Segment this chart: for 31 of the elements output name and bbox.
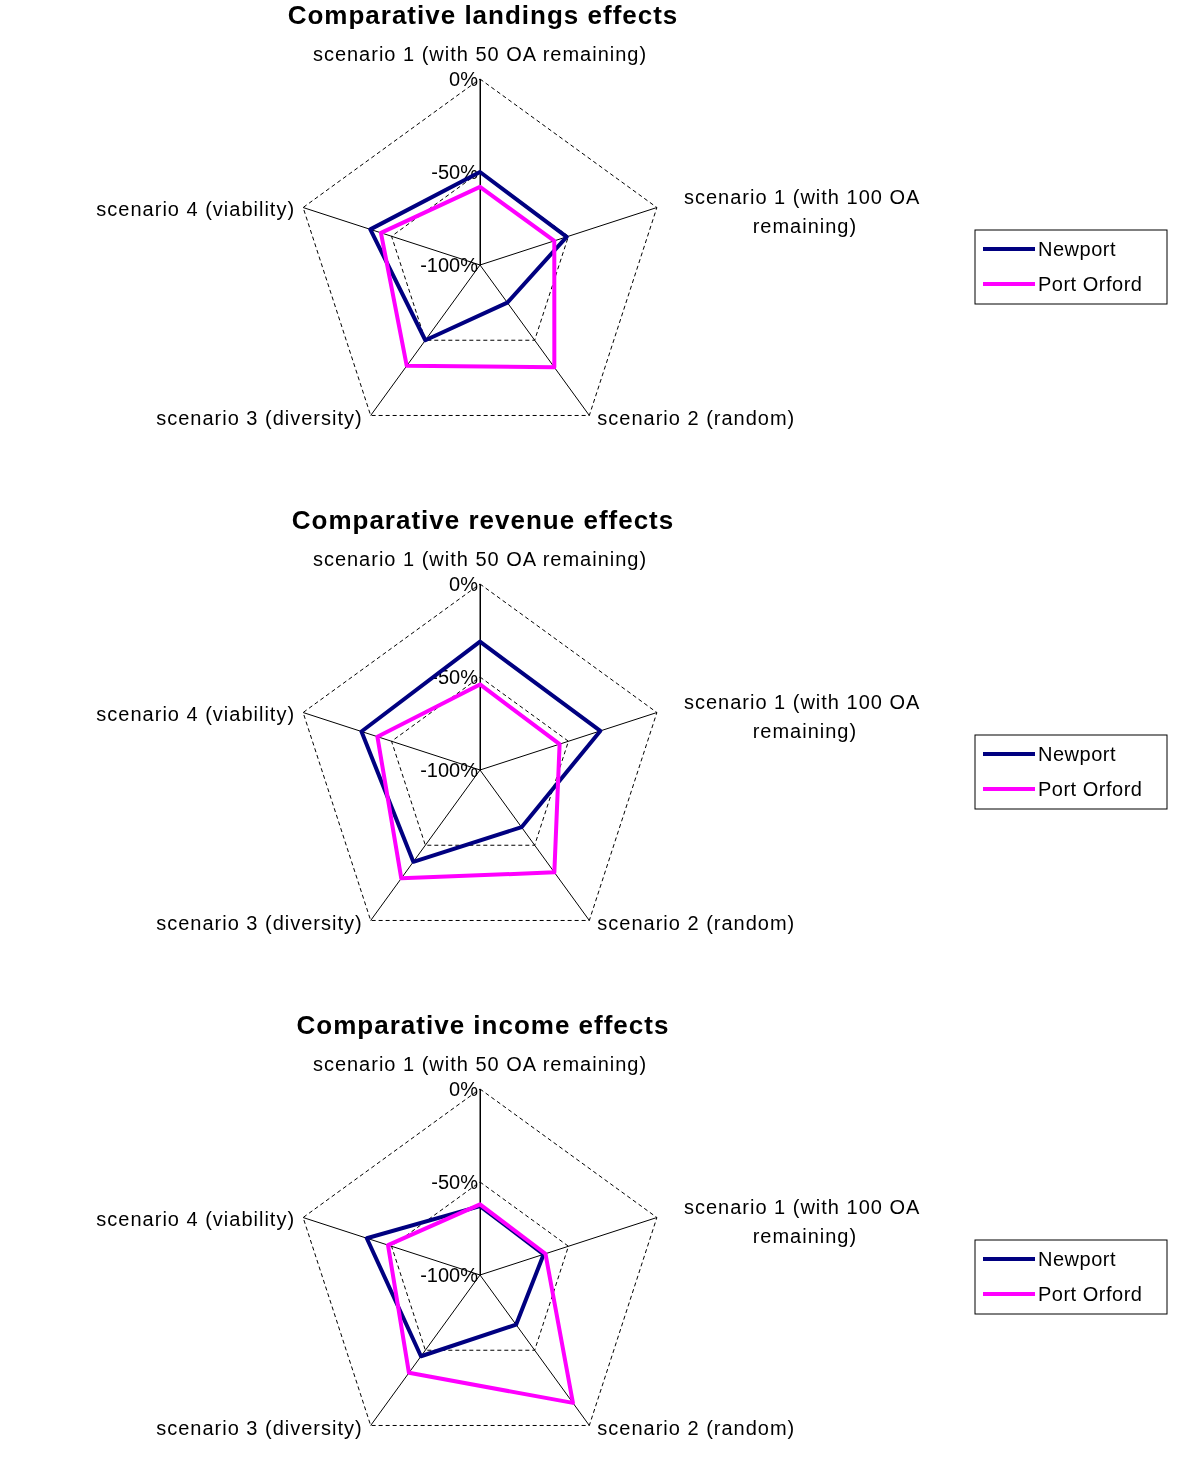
y-tick-label: 0% [449,572,479,595]
y-tick-label: -50% [431,1170,479,1193]
spoke-label: scenario 3 (diversity) [156,1417,363,1440]
spoke-label: scenario 1 (with 50 OA remaining) [312,43,648,65]
spoke-label: scenario 1 (with 100 OA remaining) [683,185,926,237]
chart-title: Comparative income effects [296,1010,670,1040]
spoke-label: scenario 4 (viability) [96,702,296,725]
spoke-label: scenario 1 (with 100 OA remaining) [683,690,926,742]
spoke-label: scenario 1 (with 100 OA remaining) [683,1195,926,1247]
chart-title: Comparative revenue effects [291,505,675,535]
spoke-label: scenario 2 (random) [597,1417,796,1440]
y-tick-label: 0% [449,67,479,90]
legend-label: Port Orford [1038,1283,1143,1305]
spoke-label: scenario 4 (viability) [96,197,296,220]
legend-label: Port Orford [1038,273,1143,295]
y-tick-label: -100% [420,1263,479,1286]
spoke-label: scenario 4 (viability) [96,1207,296,1230]
spoke-label: scenario 1 (with 50 OA remaining) [312,1053,648,1075]
chart-title: Comparative landings effects [287,0,679,30]
y-tick-label: -100% [420,758,479,781]
y-tick-label: 0% [449,1077,479,1100]
spoke-label: scenario 1 (with 50 OA remaining) [312,548,648,570]
legend-label: Port Orford [1038,778,1143,800]
legend-label: Newport [1038,238,1116,260]
legend-label: Newport [1038,743,1116,765]
spoke-label: scenario 3 (diversity) [156,912,363,935]
legend-label: Newport [1038,1248,1116,1270]
spoke-label: scenario 2 (random) [597,912,796,935]
spoke-label: scenario 2 (random) [597,407,796,430]
spoke-label: scenario 3 (diversity) [156,407,363,430]
y-tick-label: -100% [420,253,479,276]
